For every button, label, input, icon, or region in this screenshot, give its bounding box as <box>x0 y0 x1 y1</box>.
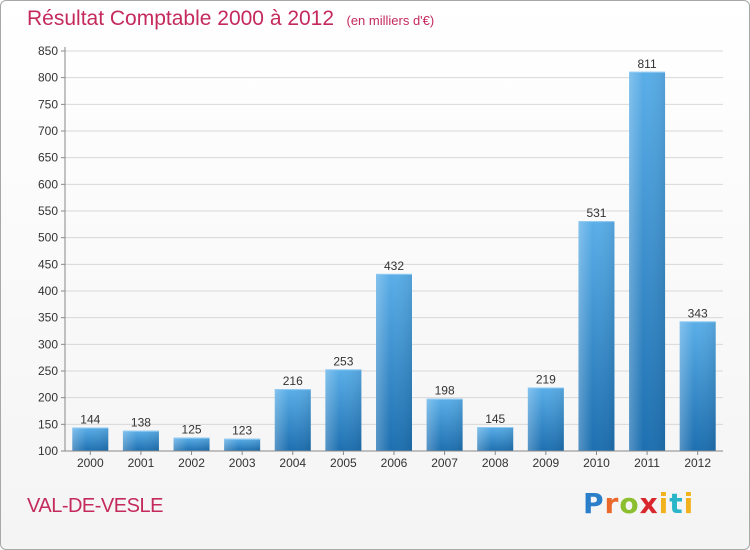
y-tick-label: 100 <box>38 444 58 458</box>
axes: 100 150 200 250 300 350 400 450 500 550 600 650 700 7… <box>38 44 723 470</box>
bar-value-label: 343 <box>688 306 708 320</box>
bar-shine <box>72 427 109 451</box>
y-tick-label: 450 <box>38 257 58 271</box>
bar-2008: 145 <box>477 412 514 451</box>
bar-shine <box>477 427 514 451</box>
bar-2001: 138 <box>122 416 159 451</box>
y-tick-label: 400 <box>38 284 58 298</box>
y-tick-label: 300 <box>38 337 58 351</box>
bar-value-label: 253 <box>333 354 353 368</box>
bar-shine <box>173 437 210 451</box>
bars: 144 138 125 123 216 253 432 198 145 219 531 811 343 <box>72 57 716 452</box>
bar-shine <box>376 273 412 451</box>
y-tick-label: 650 <box>38 151 58 165</box>
bar-shine <box>679 321 716 451</box>
y-tick-label: 500 <box>38 231 58 245</box>
y-tick-label: 550 <box>38 204 58 218</box>
bar-shine <box>629 71 666 452</box>
y-tick-label: 150 <box>38 417 58 431</box>
y-tick-label: 700 <box>38 124 58 138</box>
bar-shine <box>224 438 261 451</box>
bar-value-label: 432 <box>384 259 404 273</box>
x-tick-label: 2001 <box>128 456 155 470</box>
x-tick-label: 2008 <box>482 456 509 470</box>
bar-2010: 531 <box>578 206 615 451</box>
proxiti-logo: Proxiti Proxiti <box>583 487 695 520</box>
bar-value-label: 145 <box>485 412 505 426</box>
y-tick-label: 250 <box>38 364 58 378</box>
y-tick-label: 200 <box>38 391 58 405</box>
chart-subtitle: (en milliers d'€) <box>346 13 435 28</box>
x-tick-label: 2000 <box>77 456 104 470</box>
bar-value-label: 811 <box>638 57 657 71</box>
x-tick-label: 2004 <box>279 456 306 470</box>
x-tick-label: 2005 <box>330 456 357 470</box>
y-tick-label: 750 <box>38 97 58 111</box>
bar-2011: 811 <box>629 57 666 452</box>
bar-2009: 219 <box>527 373 564 451</box>
bar-shine <box>325 369 362 451</box>
bar-value-label: 138 <box>131 416 151 430</box>
bar-value-label: 198 <box>435 384 455 398</box>
bar-2003: 123 <box>224 424 261 451</box>
y-tick-label: 850 <box>38 44 58 58</box>
commune-name: VAL-DE-VESLE <box>27 495 163 517</box>
y-tick-label: 800 <box>38 71 58 85</box>
bar-shine <box>122 430 159 451</box>
bar-2007: 198 <box>426 384 463 451</box>
bar-shine <box>578 221 615 451</box>
bar-2000: 144 <box>72 413 109 451</box>
x-tick-label: 2010 <box>583 456 610 470</box>
y-tick-label: 600 <box>38 177 58 191</box>
bar-2012: 343 <box>679 306 716 451</box>
x-tick-label: 2009 <box>532 456 559 470</box>
bar-2004: 216 <box>274 374 311 451</box>
bar-2002: 125 <box>173 423 210 451</box>
bar-value-label: 123 <box>232 424 252 438</box>
bar-shine <box>426 398 463 451</box>
y-tick-label: 350 <box>38 311 58 325</box>
bar-shine <box>527 387 564 451</box>
bar-value-label: 144 <box>80 413 100 427</box>
x-tick-label: 2002 <box>178 456 205 470</box>
chart-header: Résultat Comptable 2000 à 2012 (en milli… <box>27 7 434 31</box>
x-tick-label: 2007 <box>431 456 458 470</box>
bar-value-label: 125 <box>182 423 202 437</box>
x-tick-label: 2006 <box>381 456 408 470</box>
bar-2005: 253 <box>325 354 362 451</box>
x-tick-label: 2012 <box>684 456 711 470</box>
bar-value-label: 216 <box>283 374 303 388</box>
bar-2006: 432 <box>376 259 412 451</box>
x-tick-label: 2003 <box>229 456 256 470</box>
x-tick-label: 2011 <box>634 456 660 470</box>
bar-value-label: 531 <box>586 206 606 220</box>
bar-value-label: 219 <box>536 373 556 387</box>
bar-shine <box>274 389 311 451</box>
chart-title: Résultat Comptable 2000 à 2012 <box>27 7 335 30</box>
